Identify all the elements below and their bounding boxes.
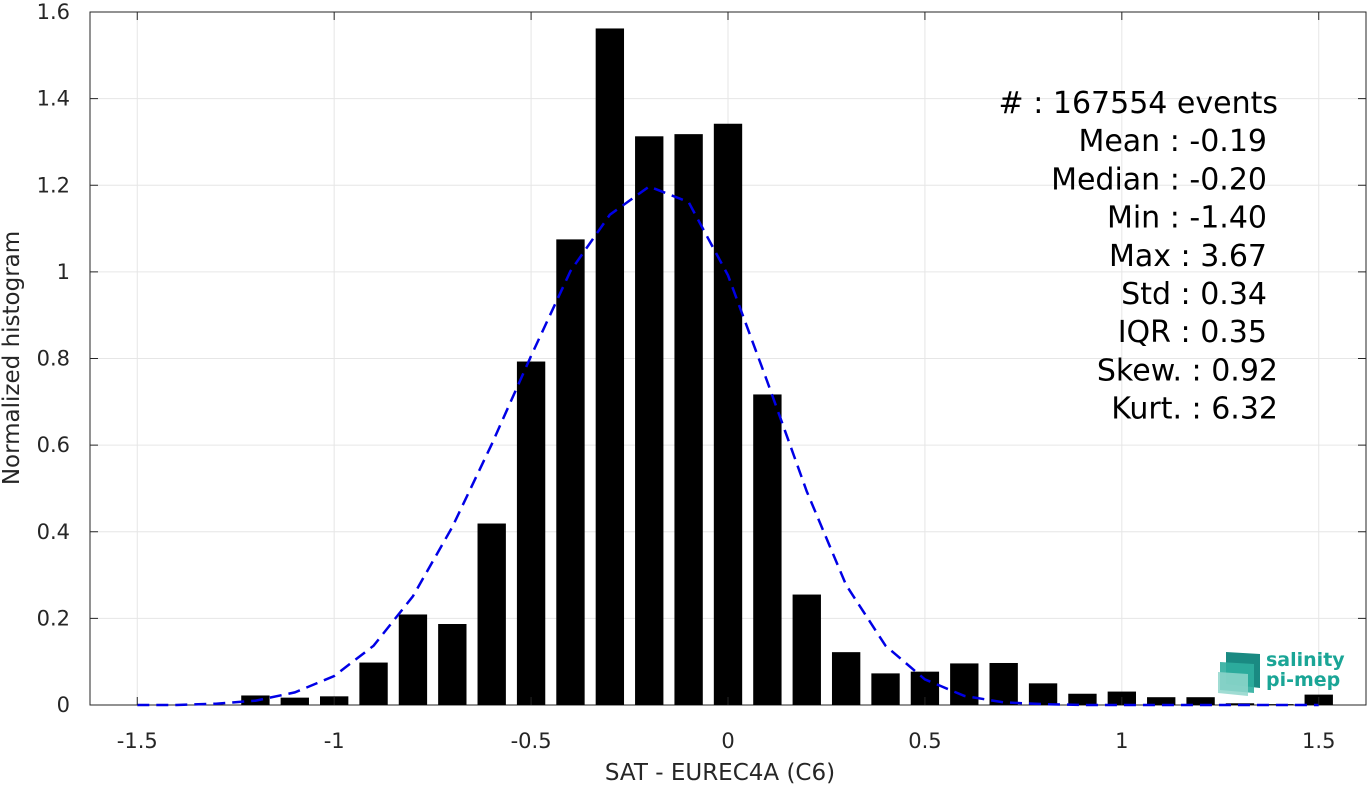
y-tick-label: 1 xyxy=(57,260,70,284)
stat-line: Skew. : 0.92 xyxy=(1097,353,1278,388)
x-tick-label: 1.5 xyxy=(1302,729,1335,753)
x-tick-label: -1 xyxy=(324,729,345,753)
x-tick-label: 0 xyxy=(721,729,734,753)
histogram-bar xyxy=(753,394,782,705)
logo-wave-icon xyxy=(1218,652,1260,696)
stat-line: Kurt. : 6.32 xyxy=(1111,392,1278,427)
x-tick-label: 0.5 xyxy=(908,729,941,753)
histogram-bar xyxy=(516,361,546,705)
histogram-bar xyxy=(674,134,703,706)
stat-line: Median : -0.20 xyxy=(1051,162,1267,197)
y-tick-label: 1.2 xyxy=(37,173,70,197)
histogram-bar xyxy=(1147,697,1176,705)
histogram-bar xyxy=(713,123,743,706)
salinity-pi-mep-logo: salinity pi-mep xyxy=(1218,649,1345,696)
x-tick-label: -0.5 xyxy=(511,729,552,753)
histogram-bar xyxy=(1028,683,1058,705)
y-tick-label: 1.6 xyxy=(37,0,70,24)
histogram-bar xyxy=(831,652,861,705)
y-tick-label: 0 xyxy=(57,693,70,717)
histogram-bar xyxy=(556,239,585,705)
stat-line: Min : -1.40 xyxy=(1107,201,1267,236)
histogram-bar xyxy=(871,673,900,705)
histogram-bar xyxy=(359,662,388,705)
x-tick-label: 1 xyxy=(1115,729,1128,753)
histogram-bar xyxy=(989,662,1018,705)
axis-ticks: -1.5 -1 -0.5 0 0.5 1 1.5 0 0.2 0.4 0.6 0.8 1 1.2 1.4 1.… xyxy=(37,0,1366,753)
histogram-bar xyxy=(477,523,506,705)
histogram-bar xyxy=(595,28,625,706)
stat-line: Std : 0.34 xyxy=(1121,277,1267,312)
gaussian-fit-curve xyxy=(137,185,1319,707)
histogram-bar xyxy=(438,624,467,705)
histogram-bar xyxy=(792,594,821,705)
histogram-bar xyxy=(635,136,664,705)
y-axis-label: Normalized histogram xyxy=(0,231,25,485)
y-tick-label: 1.4 xyxy=(37,87,70,111)
stat-line: IQR : 0.35 xyxy=(1118,315,1267,350)
stat-line: # : 167554 events xyxy=(999,86,1278,121)
stat-line: Mean : -0.19 xyxy=(1078,124,1267,159)
stat-line: Max : 3.67 xyxy=(1109,239,1267,274)
y-tick-label: 0.4 xyxy=(37,520,70,544)
histogram-bar xyxy=(398,614,428,705)
logo-text-salinity: salinity xyxy=(1266,649,1345,671)
histogram-bar xyxy=(1186,697,1215,705)
histogram-bar xyxy=(1068,693,1097,705)
histogram-bar xyxy=(280,697,309,705)
x-axis-label: SAT - EUREC4A (C6) xyxy=(605,760,835,785)
y-tick-label: 0.8 xyxy=(37,347,70,371)
x-tick-label: -1.5 xyxy=(117,729,158,753)
y-tick-label: 0.2 xyxy=(37,606,70,630)
y-tick-label: 0.6 xyxy=(37,433,70,457)
logo-text-pi-mep: pi-mep xyxy=(1266,669,1340,691)
